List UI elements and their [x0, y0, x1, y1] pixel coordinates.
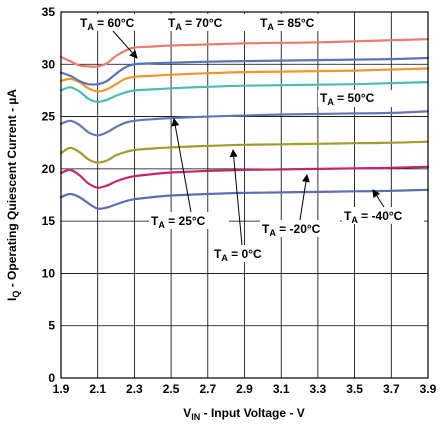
x-tick-label: 3.3: [310, 382, 327, 396]
annotation-25c-arrow: [171, 118, 192, 213]
x-tick-label: 3.7: [383, 382, 400, 396]
y-tick-label: 25: [42, 110, 56, 124]
x-tick-label: 2.1: [89, 382, 106, 396]
annotation-minus40c-bg: [342, 207, 424, 224]
annotation-70c-label: TA = 70°C: [168, 16, 223, 32]
annotation-minus20c-arrow: [299, 174, 310, 221]
annotation-25c-bg: [149, 212, 229, 229]
series-line-6: [59, 56, 430, 86]
annotation-70c-bg: [166, 14, 248, 31]
x-tick-label: 3.9: [420, 382, 437, 396]
annotation-minus20c-bg: [260, 220, 340, 237]
series-line-0: [59, 188, 430, 210]
y-tick-label: 10: [42, 266, 56, 280]
x-axis-title: VIN - Input Voltage - V: [183, 406, 304, 422]
y-tick-labels: 0 5 10 15 20 25 30 35: [42, 5, 56, 385]
y-tick-label: 5: [48, 319, 55, 333]
annotation-minus40c-arrow: [372, 189, 385, 208]
annotation-85c-label: TA = 85°C: [260, 16, 315, 32]
annotation-0c-bg: [212, 245, 276, 262]
plot-frame: [60, 11, 429, 379]
annotations: TA = 60°C TA = 70°C TA = 85°C TA = 50°C …: [78, 14, 424, 263]
annotation-60c-label: TA = 60°C: [80, 16, 135, 32]
annotation-50c-label: TA = 50°C: [320, 91, 375, 107]
series-line-7: [59, 38, 430, 68]
x-tick-label: 1.9: [53, 382, 70, 396]
annotation-minus40c-label: TA = -40°C: [344, 209, 403, 225]
x-tick-label: 2.3: [126, 382, 143, 396]
series-line-2: [59, 140, 430, 164]
y-tick-label: 20: [42, 162, 56, 176]
x-tick-label: 3.5: [346, 382, 363, 396]
y-axis-title: IQ - Operating Quiescent Current - µA: [5, 89, 21, 301]
y-tick-label: 15: [42, 214, 56, 228]
x-tick-labels: 1.9 2.1 2.3 2.5 2.7 2.9 3.1 3.3 3.5 3.7 3.9: [53, 382, 437, 396]
y-tick-label: 30: [42, 57, 56, 71]
annotation-60c-arrow: [112, 30, 138, 59]
y-tick-label: 0: [48, 371, 55, 385]
annotation-25c-label: TA = 25°C: [151, 214, 206, 230]
series-layer: [59, 38, 430, 210]
series-line-1: [59, 165, 430, 189]
series-line-4: [59, 81, 430, 104]
annotation-0c-arrow: [229, 149, 243, 246]
x-tick-label: 2.9: [236, 382, 253, 396]
annotation-60c-bg: [78, 14, 162, 31]
series-line-3: [59, 110, 430, 137]
annotation-minus20c-label: TA = -20°C: [262, 222, 321, 238]
annotation-85c-bg: [258, 14, 338, 31]
annotation-50c-bg: [318, 90, 402, 107]
annotation-0c-label: TA = 0°C: [214, 247, 262, 263]
series-line-5: [59, 67, 430, 93]
x-tick-label: 2.5: [163, 382, 180, 396]
x-tick-label: 3.1: [273, 382, 290, 396]
x-tick-label: 2.7: [199, 382, 216, 396]
y-tick-label: 35: [42, 5, 56, 19]
